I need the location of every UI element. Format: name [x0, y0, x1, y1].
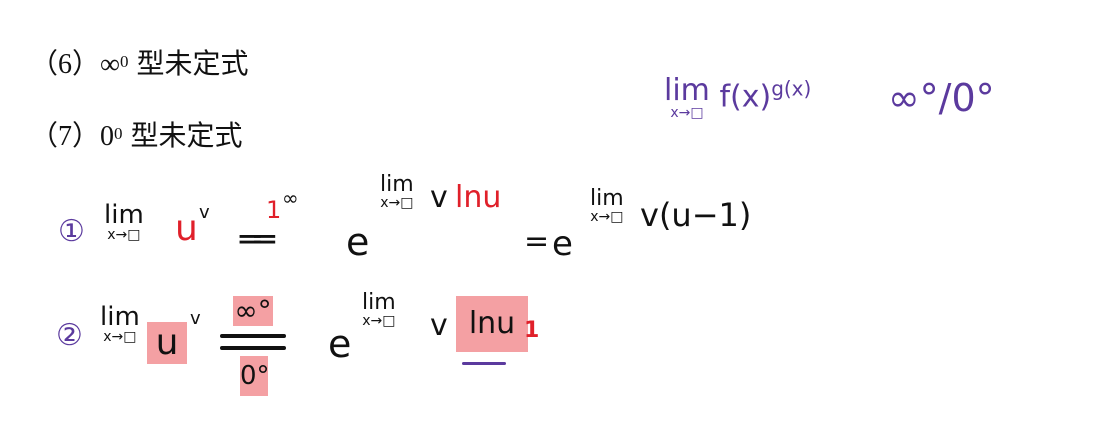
row1-base: u [175, 208, 198, 249]
row2-note-label: 1 [524, 318, 540, 343]
row2-lim-text: lim [100, 302, 140, 332]
tr-func: f(x) [719, 79, 772, 115]
line-7: （7） 0 0 型未定式 [30, 114, 243, 154]
row2-e: e [328, 322, 352, 366]
row2-exp-ln: lnu [456, 296, 528, 352]
row1-e: e [346, 220, 370, 264]
line-7-exp: 0 [114, 124, 123, 143]
line-7-text: 型未定式 [130, 121, 243, 152]
row2-underline [462, 362, 506, 365]
row1-e2: e [552, 224, 573, 264]
line-6-text: 型未定式 [136, 49, 249, 80]
row2-lim-sub: x→□ [103, 329, 137, 345]
row1-exp-lim-text: lim [380, 172, 414, 197]
row1-exp-lim-sub: x→□ [380, 195, 414, 211]
row1-lim: lim x→□ [104, 200, 144, 242]
row1-eq: ══ [240, 220, 275, 260]
row1-marker: ① [58, 214, 85, 249]
top-right-note: lim x→□ f(x)g(x) [664, 73, 812, 121]
line-6-exp: 0 [119, 52, 129, 71]
row1-exp2-lim-sub: x→□ [590, 209, 624, 225]
row1-eq2: = [524, 224, 550, 259]
row2-exp-lim: lim x→□ [362, 290, 396, 329]
row2-marker: ② [56, 318, 83, 353]
line-6-index: （6） [30, 49, 101, 80]
row1-exp2-body: v(u−1) [640, 196, 752, 234]
row2-exp: v [190, 308, 201, 329]
row2-exp-lim-text: lim [362, 290, 396, 315]
row1-exp-ln: lnu [455, 180, 502, 215]
row2-frac-bar [220, 334, 286, 338]
tr-exp: g(x) [771, 76, 812, 101]
row2-exp-lim-sub: x→□ [362, 313, 396, 329]
row1-lim-sub: x→□ [107, 227, 141, 243]
row2-base: u [147, 322, 187, 364]
row1-lim-text: lim [104, 200, 144, 230]
row1-exp2-lim: lim x→□ [590, 186, 624, 225]
row2-lim: lim x→□ [100, 302, 140, 344]
row2-exp-v: v [430, 308, 448, 343]
line-7-base: 0 [100, 121, 115, 152]
tr-sub: x→□ [670, 105, 704, 121]
line-6: （6） ∞ 0 型未定式 [30, 42, 249, 82]
row1-exp2-lim-text: lim [590, 186, 624, 211]
tr-lim: lim [664, 73, 710, 108]
row1-exp-v: v [430, 180, 448, 215]
row1-exp: v [199, 202, 210, 223]
row1-eq-over-exp: ∞ [282, 186, 299, 210]
row1-exp-lim: lim x→□ [380, 172, 414, 211]
row1-eq-over: 1 [266, 196, 282, 224]
line-7-index: （7） [30, 121, 101, 152]
row2-frac-bottom: 0° [240, 356, 270, 396]
line-6-base: ∞ [100, 49, 120, 80]
row2-frac-top: ∞° [233, 294, 273, 327]
tr-types: ∞°/0° [888, 76, 995, 120]
row2-frac-bar-2 [220, 346, 286, 350]
